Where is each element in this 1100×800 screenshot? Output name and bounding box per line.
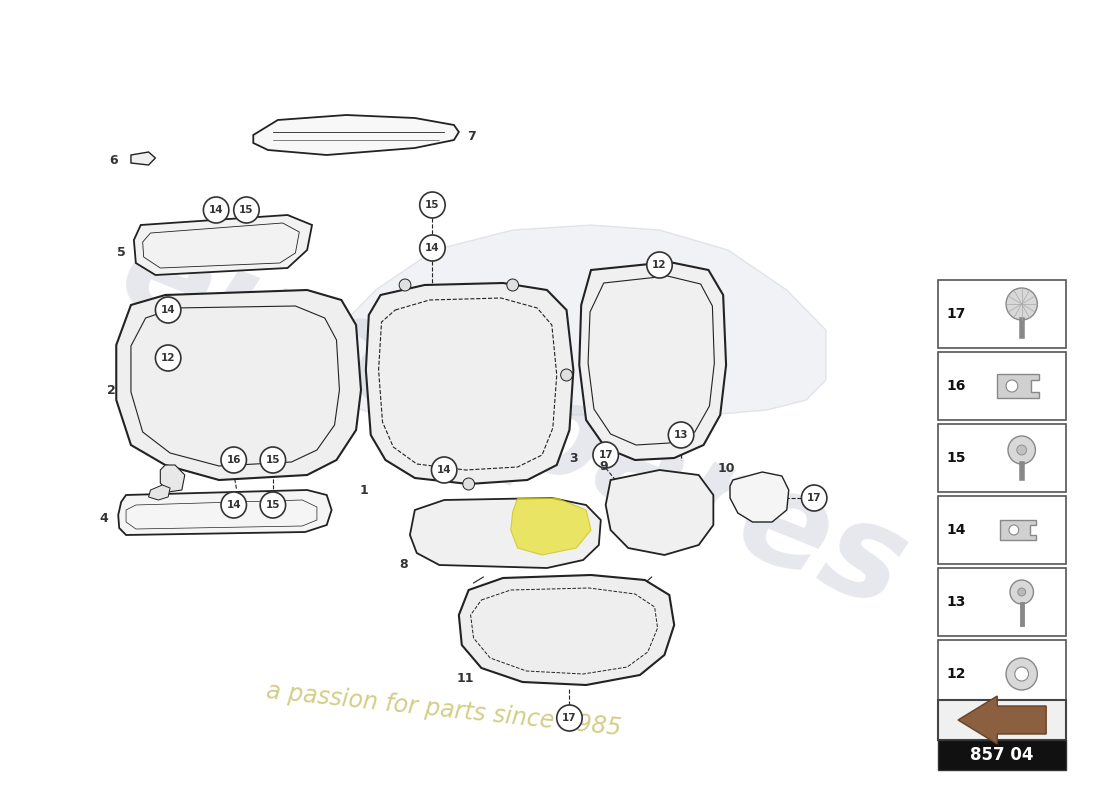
Text: 17: 17 [807,493,822,503]
Circle shape [1006,288,1037,320]
Polygon shape [410,498,601,568]
Text: 3: 3 [569,451,578,465]
Circle shape [507,279,518,291]
Circle shape [261,492,286,518]
Circle shape [1016,445,1026,455]
Circle shape [155,345,180,371]
Polygon shape [958,696,1046,744]
Text: 8: 8 [399,558,407,571]
Text: 14: 14 [161,305,176,315]
Polygon shape [253,115,459,155]
Text: 14: 14 [437,465,451,475]
Circle shape [261,447,286,473]
Circle shape [802,485,827,511]
Polygon shape [148,485,170,500]
Circle shape [233,197,260,223]
Text: 1: 1 [360,483,368,497]
Text: 13: 13 [674,430,689,440]
FancyBboxPatch shape [938,700,1066,740]
Circle shape [593,442,618,468]
Text: 14: 14 [946,523,966,537]
Text: 12: 12 [946,667,966,681]
Polygon shape [1000,520,1036,540]
Text: 12: 12 [161,353,175,363]
Circle shape [1008,436,1035,464]
Circle shape [221,492,246,518]
Polygon shape [366,283,573,484]
Circle shape [463,478,474,490]
Text: 15: 15 [265,500,280,510]
FancyBboxPatch shape [938,568,1066,636]
Polygon shape [161,465,185,492]
Polygon shape [118,490,331,535]
FancyBboxPatch shape [938,424,1066,492]
Polygon shape [510,498,591,555]
Text: 17: 17 [598,450,613,460]
Text: 7: 7 [468,130,476,142]
Text: 14: 14 [209,205,223,215]
Text: eurospares: eurospares [102,205,924,635]
Polygon shape [459,575,674,685]
Circle shape [1018,588,1025,596]
FancyBboxPatch shape [938,496,1066,564]
Polygon shape [317,225,826,415]
Circle shape [420,235,446,261]
Text: 16: 16 [227,455,241,465]
FancyBboxPatch shape [938,640,1066,708]
Polygon shape [134,215,312,275]
FancyBboxPatch shape [938,280,1066,348]
Text: 14: 14 [227,500,241,510]
Text: 14: 14 [425,243,440,253]
Polygon shape [580,262,726,460]
Circle shape [431,457,456,483]
Text: 5: 5 [117,246,125,258]
Circle shape [669,422,694,448]
Text: 15: 15 [265,455,280,465]
Text: 16: 16 [946,379,966,393]
Circle shape [204,197,229,223]
Circle shape [561,369,572,381]
Polygon shape [131,152,155,165]
Text: 11: 11 [456,671,474,685]
Circle shape [399,279,411,291]
Text: 17: 17 [946,307,966,321]
Circle shape [1010,580,1033,604]
Text: 4: 4 [99,511,108,525]
Text: 6: 6 [109,154,118,166]
Text: 12: 12 [652,260,667,270]
Text: 15: 15 [426,200,440,210]
Circle shape [420,192,446,218]
FancyBboxPatch shape [938,740,1066,770]
Text: 17: 17 [562,713,576,723]
Circle shape [1015,667,1028,681]
Text: 10: 10 [717,462,735,474]
Circle shape [221,447,246,473]
Text: 9: 9 [600,461,608,474]
Polygon shape [606,470,714,555]
Text: 857 04: 857 04 [970,746,1034,764]
Circle shape [1009,525,1019,535]
Circle shape [647,252,672,278]
Circle shape [1006,658,1037,690]
Text: 13: 13 [946,595,966,609]
Polygon shape [117,290,361,480]
Text: 2: 2 [107,383,116,397]
Polygon shape [730,472,789,522]
Polygon shape [998,374,1040,398]
Text: 15: 15 [239,205,254,215]
Circle shape [155,297,180,323]
Circle shape [1006,380,1018,392]
Text: a passion for parts since 1985: a passion for parts since 1985 [265,679,623,741]
FancyBboxPatch shape [938,352,1066,420]
Circle shape [557,705,582,731]
Text: 15: 15 [946,451,966,465]
